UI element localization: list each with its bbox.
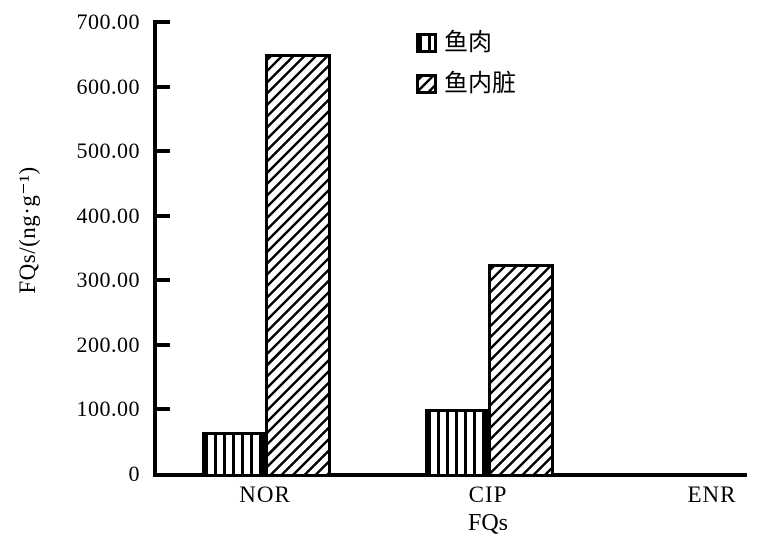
y-tick-label: 700.00 (76, 9, 140, 34)
legend: 鱼肉 鱼内脏 (416, 30, 516, 97)
y-tick-mark (157, 20, 170, 24)
bar-fish-viscera-cip (488, 264, 554, 477)
bar-fish-meat-cip (425, 409, 488, 477)
x-category-label-cip: CIP (468, 482, 508, 507)
x-axis-title: FQs (467, 510, 509, 536)
y-tick-label: 200.00 (76, 331, 140, 357)
diagonal-hatch-swatch-icon (416, 74, 437, 94)
x-category-label-nor: NOR (239, 482, 291, 507)
y-tick-label: 0 (128, 461, 140, 486)
bar-fish-meat-nor (202, 432, 265, 477)
y-tick-mark (157, 213, 170, 218)
y-tick-label: 300.00 (76, 267, 140, 293)
y-axis-line (153, 20, 157, 477)
y-tick-mark (157, 342, 170, 347)
y-tick-label: 400.00 (76, 202, 140, 228)
y-tick-label: 100.00 (76, 396, 140, 422)
y-tick-mark (157, 84, 170, 89)
y-axis-title: FQs/(ng·g⁻¹) (15, 166, 40, 294)
bar-fish-viscera-nor (265, 54, 331, 477)
legend-label-fish-viscera: 鱼内脏 (444, 71, 516, 97)
x-category-label-enr: ENR (687, 482, 737, 507)
vertical-hatch-swatch-icon (416, 33, 437, 53)
y-tick-label: 600.00 (76, 73, 140, 99)
y-tick-mark (157, 407, 170, 412)
legend-label-fish-meat: 鱼肉 (444, 30, 492, 56)
y-tick-mark (157, 149, 170, 154)
y-tick-mark (157, 278, 170, 283)
legend-item-fish-meat: 鱼肉 (416, 30, 516, 56)
legend-item-fish-viscera: 鱼内脏 (416, 71, 516, 97)
y-tick-label: 500.00 (76, 138, 140, 164)
